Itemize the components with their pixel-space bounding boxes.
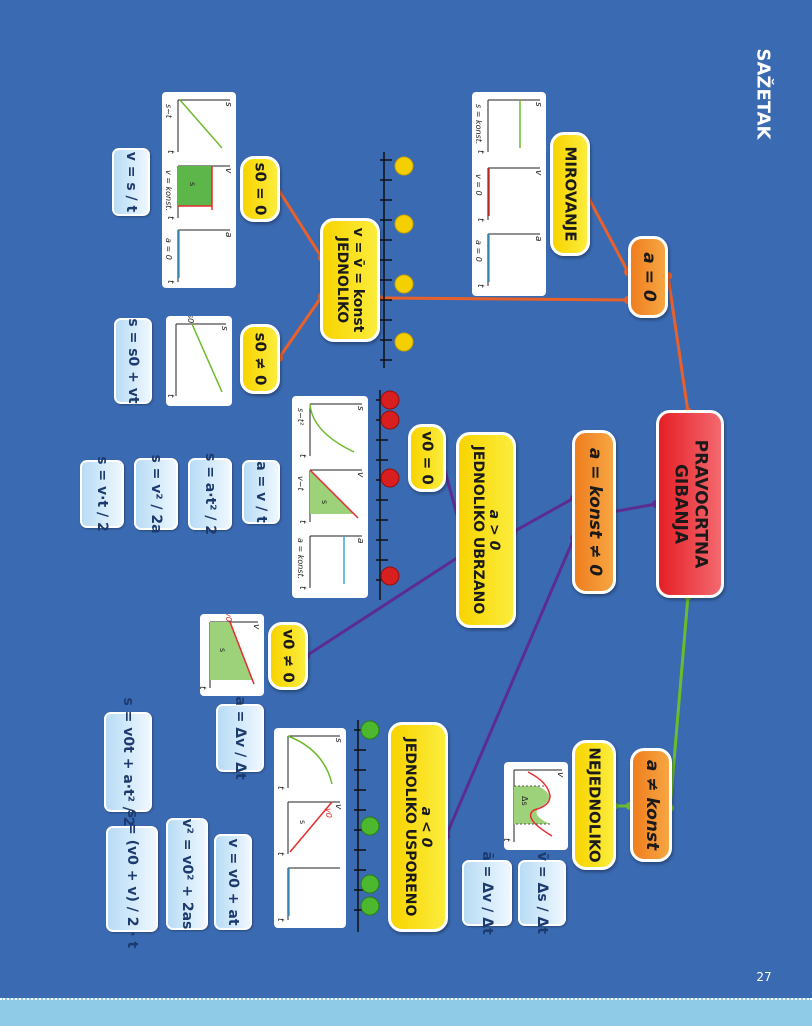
line-a0-mirovanje (584, 192, 630, 273)
svg-text:s = konst.: s = konst. (474, 104, 483, 144)
formula-vbar: v̄ = Δs / Δt (518, 852, 566, 934)
svg-text:t: t (475, 284, 485, 288)
formula-abar: ā = Δv / Δt (462, 851, 512, 935)
svg-text:v = konst.: v = konst. (164, 170, 173, 211)
svg-text:a = konst.: a = konst. (296, 538, 305, 579)
line-a0-jednoliko (377, 296, 629, 302)
node-pravocrtna-gibanja[interactable]: PRAVOCRTNA GIBANJA (656, 410, 724, 598)
svg-text:a = 0: a = 0 (164, 238, 173, 260)
node-jednoliko-ubrzano[interactable]: a > 0 JEDNOLIKO UBRZANO (456, 432, 516, 628)
line-root-aconst (611, 502, 657, 514)
formula-v-v0-at: v = v0 + at (214, 834, 252, 930)
line-jednoliko-s0 (274, 185, 324, 259)
node-jednoliko-usporeno[interactable]: a < 0 JEDNOLIKO USPORENO (388, 722, 448, 932)
balls-red (380, 390, 400, 586)
svg-text:t: t (275, 918, 285, 922)
svg-text:s: s (223, 102, 233, 107)
svg-text:t: t (166, 394, 175, 398)
node-v0-nonzero[interactable]: v0 ≠ 0 (268, 622, 308, 690)
svg-text:t: t (275, 786, 285, 790)
svg-text:a: a (223, 232, 233, 238)
svg-text:t: t (475, 218, 485, 222)
svg-text:v~t: v~t (296, 476, 305, 491)
graph-nejednoliko: Δs v t (501, 762, 568, 850)
page-footer-strip (0, 998, 812, 1026)
svg-text:t: t (475, 150, 485, 154)
svg-text:v: v (251, 624, 261, 630)
svg-text:s: s (219, 326, 229, 331)
line-root-a0 (666, 275, 690, 413)
svg-text:s: s (333, 738, 343, 743)
graph-usporeno: s s v v0 t t t (274, 728, 346, 928)
graph-v0: s v t v0 (197, 612, 264, 696)
svg-text:s: s (355, 406, 365, 411)
svg-text:s0: s0 (186, 316, 195, 323)
node-s0-zero[interactable]: s0 = 0 (240, 156, 280, 222)
ruler-yellow (380, 152, 392, 368)
svg-text:s: s (218, 648, 227, 652)
svg-text:a: a (533, 236, 543, 242)
line-ubrzano-v0nz (305, 554, 461, 658)
svg-text:s: s (298, 820, 307, 824)
svg-text:v: v (333, 804, 343, 810)
node-a-konst[interactable]: a = konst ≠ 0 (572, 430, 616, 594)
node-nejednoliko[interactable]: NEJEDNOLIKO (572, 740, 616, 870)
graph-ubrzano: s s v a t t t s~t² v~t a = konst. (292, 396, 368, 598)
svg-text:t: t (165, 150, 175, 154)
formula-a-v-t: a = v / t (242, 460, 280, 524)
svg-text:t: t (165, 280, 175, 284)
formula-s-vt-2: s = v·t / 2 (80, 456, 124, 532)
svg-text:Δs: Δs (520, 796, 529, 806)
svg-text:s: s (188, 182, 197, 186)
svg-text:t: t (504, 838, 511, 842)
balls-green (360, 720, 380, 916)
svg-text:v: v (355, 472, 365, 478)
page-number: 27 (756, 970, 772, 984)
node-v0-zero[interactable]: v0 = 0 (408, 424, 446, 492)
ruler-red (376, 390, 388, 600)
svg-text:v: v (533, 170, 543, 176)
line-root-anotconst (668, 595, 690, 809)
svg-text:t: t (297, 454, 307, 458)
svg-text:v: v (223, 168, 233, 174)
svg-text:a: a (355, 538, 365, 544)
svg-text:t: t (275, 852, 285, 856)
graph-s0: s t s0 (165, 314, 232, 406)
node-jednoliko[interactable]: v = v̄ = konst JEDNOLIKO (320, 218, 380, 342)
node-a-not-konst[interactable]: a ≠ konst (630, 748, 672, 862)
formula-s-v2-2a: s = v² / 2a (134, 454, 178, 534)
graph-jednoliko: s s v a t t t s~t v = konst. a = 0 (162, 92, 236, 288)
svg-text:t: t (200, 686, 207, 690)
svg-text:v0: v0 (324, 808, 333, 818)
formula-s-at2: s = a·t² / 2 (188, 453, 232, 535)
formula-s-s0-vt: s = s0 + vt (114, 318, 152, 404)
line-aconst-ubrzano (512, 496, 575, 534)
svg-text:t: t (297, 586, 307, 590)
line-jednoliko-s0nz (277, 295, 324, 359)
node-mirovanje[interactable]: MIROVANJE (550, 132, 590, 256)
svg-text:v: v (555, 772, 565, 778)
node-s0-nonzero[interactable]: s0 ≠ 0 (240, 324, 280, 394)
svg-text:v0: v0 (224, 614, 233, 622)
formula-s-v0t-at2: s = v0t + a·t² / 2 (104, 697, 152, 827)
svg-text:t: t (297, 520, 307, 524)
formula-s-avg: s = (v0 + v) / 2 · t (106, 810, 158, 948)
svg-text:t: t (165, 216, 175, 220)
formula-a-dv-dt: a = Δv / Δt (216, 696, 264, 780)
balls-yellow (394, 156, 414, 352)
svg-text:s~t²: s~t² (296, 408, 305, 426)
node-a-zero[interactable]: a = 0 (628, 236, 668, 318)
svg-text:v = 0: v = 0 (474, 174, 483, 196)
svg-text:s: s (533, 102, 543, 107)
svg-text:s~t: s~t (164, 104, 173, 119)
graph-mirovanje: s v a t t t s = konst. v = 0 a = 0 (472, 92, 546, 296)
line-aconst-usporeno (444, 537, 576, 837)
formula-v-s-t: v = s / t (112, 148, 150, 216)
formula-v2-v0-2as: v² = v0² + 2as (166, 818, 208, 930)
svg-text:s: s (320, 500, 329, 504)
svg-text:a = 0: a = 0 (474, 240, 483, 262)
